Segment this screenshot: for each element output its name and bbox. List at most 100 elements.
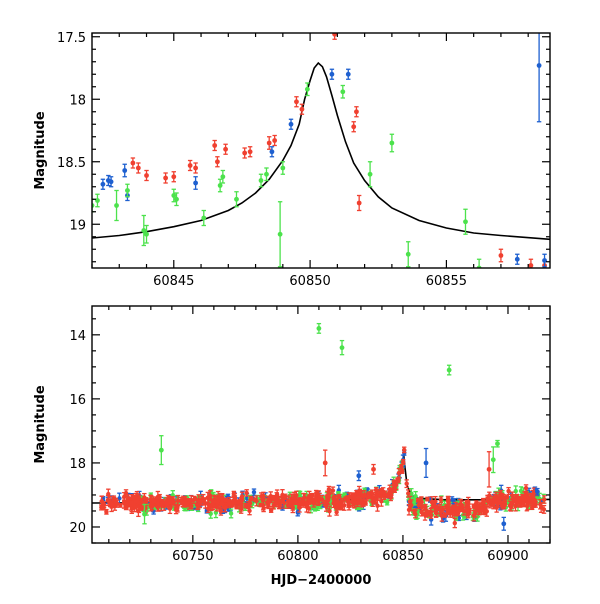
data-point — [244, 490, 249, 496]
data-point — [142, 495, 147, 500]
data-point — [442, 512, 448, 518]
panel-top: 60845 60850 60855 17.5 18 18.5 19 Magnitude — [33, 31, 551, 289]
data-point — [259, 494, 264, 499]
data-point — [231, 498, 236, 503]
data-point — [247, 149, 253, 155]
data-point — [379, 490, 384, 495]
data-point — [506, 488, 511, 494]
data-point — [297, 505, 302, 510]
data-point — [409, 491, 414, 496]
data-point — [431, 502, 436, 508]
data-point — [193, 180, 198, 186]
data-point — [110, 502, 115, 508]
data-point — [371, 466, 376, 472]
data-point — [108, 179, 114, 185]
data-point — [258, 178, 264, 183]
y-axis-label: Magnitude — [33, 111, 48, 190]
data-point — [142, 511, 147, 517]
data-point — [149, 502, 155, 507]
data-point — [285, 503, 291, 508]
y-tick-label: 20 — [69, 521, 86, 536]
data-point — [332, 498, 338, 503]
data-point — [223, 497, 228, 503]
y-tick-label: 14 — [69, 329, 86, 344]
data-point — [114, 203, 119, 208]
data-point — [315, 498, 321, 503]
data-point — [389, 140, 395, 146]
data-point — [452, 520, 457, 526]
data-point — [226, 499, 232, 505]
data-point — [156, 503, 161, 509]
data-point — [521, 501, 526, 506]
data-point — [277, 231, 283, 237]
data-point — [412, 499, 417, 504]
data-point — [266, 498, 271, 504]
data-point — [139, 504, 144, 509]
x-tick-label: 60845 — [153, 274, 194, 289]
data-point — [171, 193, 177, 198]
data-point — [340, 503, 345, 508]
panel-frame — [91, 305, 551, 544]
data-point — [346, 494, 352, 500]
data-point — [99, 505, 104, 510]
data-point — [322, 460, 328, 466]
data-point — [212, 143, 218, 148]
data-point — [451, 510, 457, 515]
data-point — [339, 345, 345, 351]
data-point — [123, 490, 129, 496]
data-point — [210, 499, 215, 504]
data-point — [423, 504, 428, 510]
data-point — [491, 502, 496, 507]
data-point — [223, 505, 228, 510]
data-point — [356, 492, 361, 498]
data-point — [514, 256, 520, 262]
x-tick-label: 60800 — [277, 549, 318, 564]
data-point — [419, 510, 424, 515]
data-point — [466, 499, 471, 505]
data-point — [247, 500, 253, 506]
data-point — [538, 502, 543, 507]
data-point — [205, 506, 211, 511]
data-point — [157, 494, 162, 500]
data-point — [238, 505, 244, 511]
data-point — [523, 493, 528, 499]
data-point — [228, 511, 234, 516]
data-point — [504, 495, 510, 500]
x-axis-label: HJD−2400000 — [271, 573, 372, 588]
data-point — [524, 503, 530, 508]
data-point — [379, 499, 384, 504]
data-point — [130, 160, 136, 166]
data-point — [413, 494, 418, 499]
data-point — [304, 501, 309, 506]
data-point — [345, 71, 351, 77]
data-point — [100, 181, 106, 187]
data-point — [201, 499, 207, 504]
data-point — [416, 502, 421, 508]
data-point — [234, 504, 239, 510]
data-point — [490, 457, 496, 463]
data-point — [269, 149, 275, 155]
data-point — [239, 496, 245, 501]
data-point — [141, 228, 147, 233]
data-point — [274, 492, 280, 497]
data-point — [197, 500, 203, 506]
data-point — [180, 500, 186, 506]
data-point — [354, 109, 359, 115]
data-point — [158, 447, 164, 453]
data-point — [433, 508, 439, 513]
x-tick-label: 60750 — [172, 549, 213, 564]
data-point — [530, 493, 535, 498]
data-point — [367, 171, 373, 177]
data-point — [523, 485, 529, 491]
y-axis-label: Magnitude — [33, 385, 48, 464]
x-tick-label: 60855 — [426, 274, 467, 289]
data-point — [165, 498, 171, 503]
data-point — [498, 253, 504, 258]
data-point — [183, 501, 189, 506]
data-point — [449, 497, 455, 503]
data-point — [534, 489, 540, 495]
data-point — [288, 121, 294, 127]
data-point — [297, 491, 303, 497]
y-tick-label: 19 — [69, 218, 86, 233]
